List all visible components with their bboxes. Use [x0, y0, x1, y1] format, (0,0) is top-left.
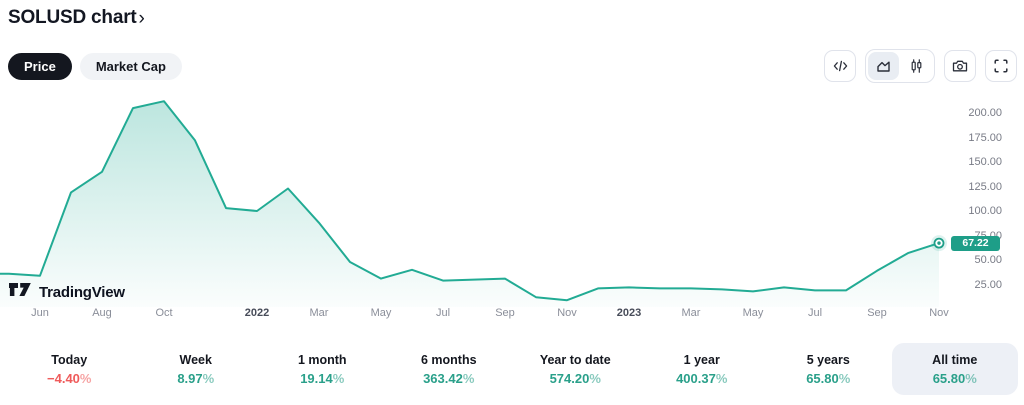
chart-type-segmented-control: [865, 49, 935, 83]
price-chart[interactable]: [0, 92, 950, 307]
stat-value: 19.14%: [300, 370, 345, 386]
time-range-5-years[interactable]: 5 years 65.80%: [765, 343, 892, 395]
stat-label: 6 months: [420, 352, 477, 367]
fullscreen-icon: [993, 58, 1009, 74]
stat-label: 1 month: [297, 352, 347, 367]
x-axis-year-label: 2023: [616, 307, 642, 319]
tradingview-logo-icon: [8, 281, 33, 304]
tradingview-attribution[interactable]: TradingView: [8, 281, 125, 304]
x-axis-month-label: Jul: [435, 307, 451, 319]
embed-code-icon: [832, 58, 849, 74]
candlestick-chart-type-button[interactable]: [901, 52, 932, 80]
time-range-week[interactable]: Week 8.97%: [133, 343, 260, 395]
y-axis-label: 150.00: [968, 156, 1002, 168]
time-range-1-month[interactable]: 1 month 19.14%: [259, 343, 386, 395]
y-axis-label: 25.00: [974, 278, 1002, 291]
stat-value: 65.80%: [932, 370, 977, 386]
page-title[interactable]: SOLUSD chart: [8, 7, 137, 28]
y-axis-label: 200.00: [968, 107, 1002, 119]
stat-label: Today: [51, 352, 88, 367]
x-axis-month-label: Mar: [681, 307, 701, 319]
x-axis-month-label: Jun: [31, 307, 49, 319]
header: SOLUSD chart ›: [8, 7, 145, 29]
stat-value: −4.40%: [47, 370, 92, 386]
time-range-1-year[interactable]: 1 year 400.37%: [639, 343, 766, 395]
embed-code-button[interactable]: [824, 50, 856, 82]
x-axis-month-label: Nov: [929, 307, 949, 319]
stat-value: 574.20%: [549, 370, 601, 386]
x-axis-month-label: Mar: [309, 307, 329, 319]
stat-label: 1 year: [683, 352, 720, 367]
snapshot-button[interactable]: [944, 50, 976, 82]
snapshot-camera-icon: [951, 58, 969, 74]
metric-toggle: Price Market Cap: [8, 53, 182, 80]
x-axis-month-label: May: [742, 307, 764, 319]
time-range-all-time[interactable]: All time 65.80%: [891, 343, 1018, 395]
stat-label: All time: [932, 352, 978, 367]
candlestick-icon: [908, 58, 925, 74]
stat-value: 363.42%: [423, 370, 475, 386]
area-chart-type-button[interactable]: [868, 52, 899, 80]
time-range-today[interactable]: Today −4.40%: [6, 343, 133, 395]
x-axis-month-label: Jul: [807, 307, 823, 319]
time-range-stats: Today −4.40% Week 8.97% 1 month 19.14% 6 month…: [6, 343, 1018, 395]
stat-label: 5 years: [806, 352, 850, 367]
x-axis: Jun Aug Oct 2022 Mar May Jul Sep Nov 2023 Mar May Ju…: [0, 307, 950, 323]
chart-toolbar: [824, 49, 1017, 83]
chevron-right-icon[interactable]: ›: [138, 7, 145, 29]
stat-value: 65.80%: [806, 370, 851, 386]
y-axis-label: 175.00: [968, 131, 1002, 144]
stat-label: Week: [179, 352, 212, 367]
x-axis-month-label: Oct: [155, 307, 173, 319]
time-range-6-months[interactable]: 6 months 363.42%: [386, 343, 513, 395]
y-axis-label: 100.00: [968, 205, 1002, 217]
price-tab[interactable]: Price: [8, 53, 72, 80]
stat-value: 400.37%: [676, 370, 728, 386]
x-axis-year-label: 2022: [244, 307, 270, 319]
market-cap-tab[interactable]: Market Cap: [79, 53, 182, 80]
tradingview-brand-text: TradingView: [39, 284, 125, 301]
y-axis-label: 125.00: [968, 180, 1002, 193]
x-axis-month-label: Sep: [495, 307, 515, 319]
stat-label: Year to date: [539, 352, 611, 367]
x-axis-month-label: Sep: [867, 307, 887, 319]
x-axis-month-label: Nov: [557, 307, 577, 319]
time-range-year-to-date[interactable]: Year to date 574.20%: [512, 343, 639, 395]
x-axis-month-label: May: [370, 307, 392, 319]
stat-value: 8.97%: [177, 370, 215, 386]
last-price-badge: 67.22: [951, 235, 1000, 251]
y-axis-label: 50.00: [974, 254, 1002, 266]
area-chart-icon: [875, 58, 892, 74]
x-axis-month-label: Aug: [92, 307, 112, 319]
fullscreen-button[interactable]: [985, 50, 1017, 82]
